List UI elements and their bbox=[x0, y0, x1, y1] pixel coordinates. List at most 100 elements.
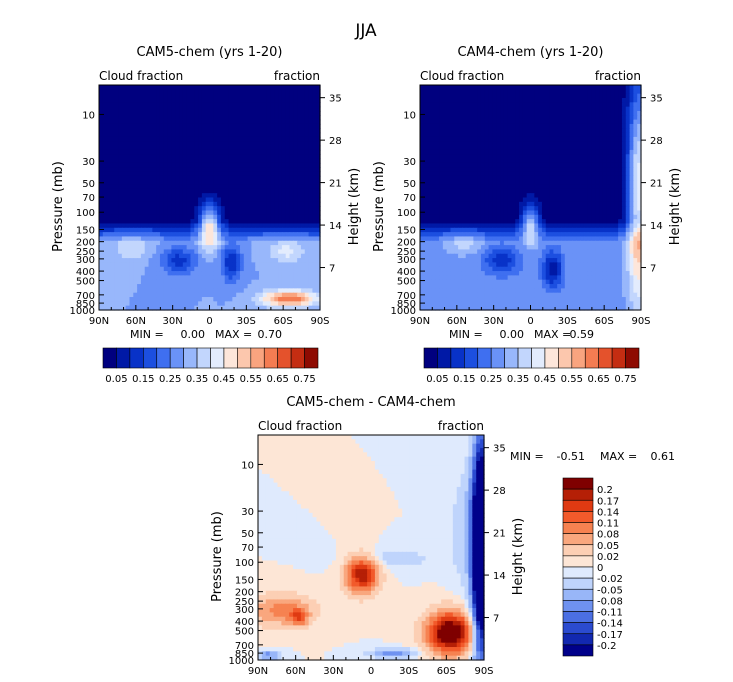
field-cell bbox=[576, 201, 581, 207]
field-cell bbox=[297, 288, 302, 294]
field-cell bbox=[232, 275, 237, 281]
field-cell bbox=[213, 119, 218, 125]
field-cell bbox=[458, 214, 463, 220]
field-cell bbox=[228, 93, 233, 99]
field-cell bbox=[461, 162, 467, 168]
field-cell bbox=[446, 97, 452, 103]
field-cell bbox=[439, 206, 444, 212]
field-cell bbox=[186, 149, 192, 155]
field-cell bbox=[557, 214, 562, 220]
field-cell bbox=[251, 180, 256, 186]
field-cell bbox=[312, 154, 317, 160]
field-cell bbox=[121, 89, 127, 95]
field-cell bbox=[461, 145, 467, 151]
field-cell bbox=[480, 201, 486, 207]
field-cell bbox=[511, 197, 516, 203]
field-cell bbox=[492, 136, 497, 142]
field-cell bbox=[159, 175, 165, 181]
field-cell bbox=[205, 227, 211, 233]
field-cell bbox=[625, 97, 631, 103]
field-cell bbox=[144, 266, 150, 272]
field-cell bbox=[621, 102, 627, 108]
field-cell bbox=[140, 167, 146, 173]
field-cell bbox=[442, 158, 448, 164]
field-cell bbox=[519, 128, 524, 134]
field-cell bbox=[587, 128, 593, 134]
field-cell bbox=[308, 141, 313, 147]
field-cell bbox=[228, 219, 233, 225]
field-cell bbox=[473, 128, 478, 134]
field-cell bbox=[137, 123, 142, 129]
field-cell bbox=[316, 97, 321, 103]
field-cell bbox=[423, 119, 429, 125]
field-cell bbox=[602, 162, 608, 168]
field-cell bbox=[442, 93, 448, 99]
field-cell bbox=[564, 197, 570, 203]
field-cell bbox=[167, 245, 172, 251]
field-cell bbox=[304, 236, 310, 242]
field-cell bbox=[114, 206, 119, 212]
field-cell bbox=[614, 119, 619, 125]
field-cell bbox=[297, 106, 302, 112]
field-cell bbox=[461, 206, 467, 212]
field-cell bbox=[553, 219, 558, 225]
field-cell bbox=[618, 214, 623, 220]
field-cell bbox=[427, 123, 433, 129]
field-cell bbox=[133, 232, 138, 238]
field-cell bbox=[163, 301, 169, 307]
field-cell bbox=[255, 89, 260, 95]
field-cell bbox=[618, 180, 623, 186]
field-cell bbox=[201, 279, 207, 285]
field-cell bbox=[484, 210, 490, 216]
field-cell bbox=[637, 136, 642, 142]
field-cell bbox=[427, 110, 433, 116]
field-cell bbox=[236, 128, 241, 134]
field-cell bbox=[534, 201, 539, 207]
field-cell bbox=[198, 149, 203, 155]
field-cell bbox=[473, 136, 478, 142]
field-cell bbox=[190, 162, 195, 168]
field-cell bbox=[156, 288, 161, 294]
field-cell bbox=[480, 97, 486, 103]
field-cell bbox=[553, 123, 558, 129]
field-cell bbox=[446, 85, 452, 90]
field-cell bbox=[106, 193, 112, 199]
field-cell bbox=[553, 184, 558, 190]
field-cell bbox=[106, 297, 112, 302]
field-cell bbox=[270, 292, 275, 298]
field-cell bbox=[163, 180, 169, 186]
field-cell bbox=[625, 154, 631, 160]
field-cell bbox=[560, 188, 566, 194]
field-cell bbox=[507, 85, 513, 90]
field-cell bbox=[316, 180, 321, 186]
field-cell bbox=[480, 154, 486, 160]
field-cell bbox=[144, 119, 150, 125]
field-cell bbox=[281, 249, 287, 255]
field-cell bbox=[423, 115, 429, 121]
field-cell bbox=[599, 188, 604, 194]
field-cell bbox=[602, 128, 608, 134]
field-cell bbox=[278, 201, 283, 207]
field-cell bbox=[312, 89, 317, 95]
field-cell bbox=[289, 175, 294, 181]
field-cell bbox=[568, 123, 574, 129]
field-cell bbox=[500, 115, 505, 121]
field-cell bbox=[102, 175, 108, 181]
field-cell bbox=[281, 219, 287, 225]
field-cell bbox=[503, 158, 509, 164]
field-cell bbox=[262, 171, 268, 177]
field-cell bbox=[572, 175, 577, 181]
field-cell bbox=[511, 167, 516, 173]
field-cell bbox=[243, 262, 249, 268]
field-cell bbox=[564, 145, 570, 151]
field-cell bbox=[255, 115, 260, 121]
field-cell bbox=[526, 97, 532, 103]
field-cell bbox=[469, 219, 474, 225]
field-cell bbox=[293, 110, 298, 116]
field-cell bbox=[602, 167, 608, 173]
field-cell bbox=[549, 210, 554, 216]
field-cell bbox=[602, 145, 608, 151]
field-cell bbox=[102, 279, 108, 285]
field-cell bbox=[480, 93, 486, 99]
field-cell bbox=[446, 106, 452, 112]
